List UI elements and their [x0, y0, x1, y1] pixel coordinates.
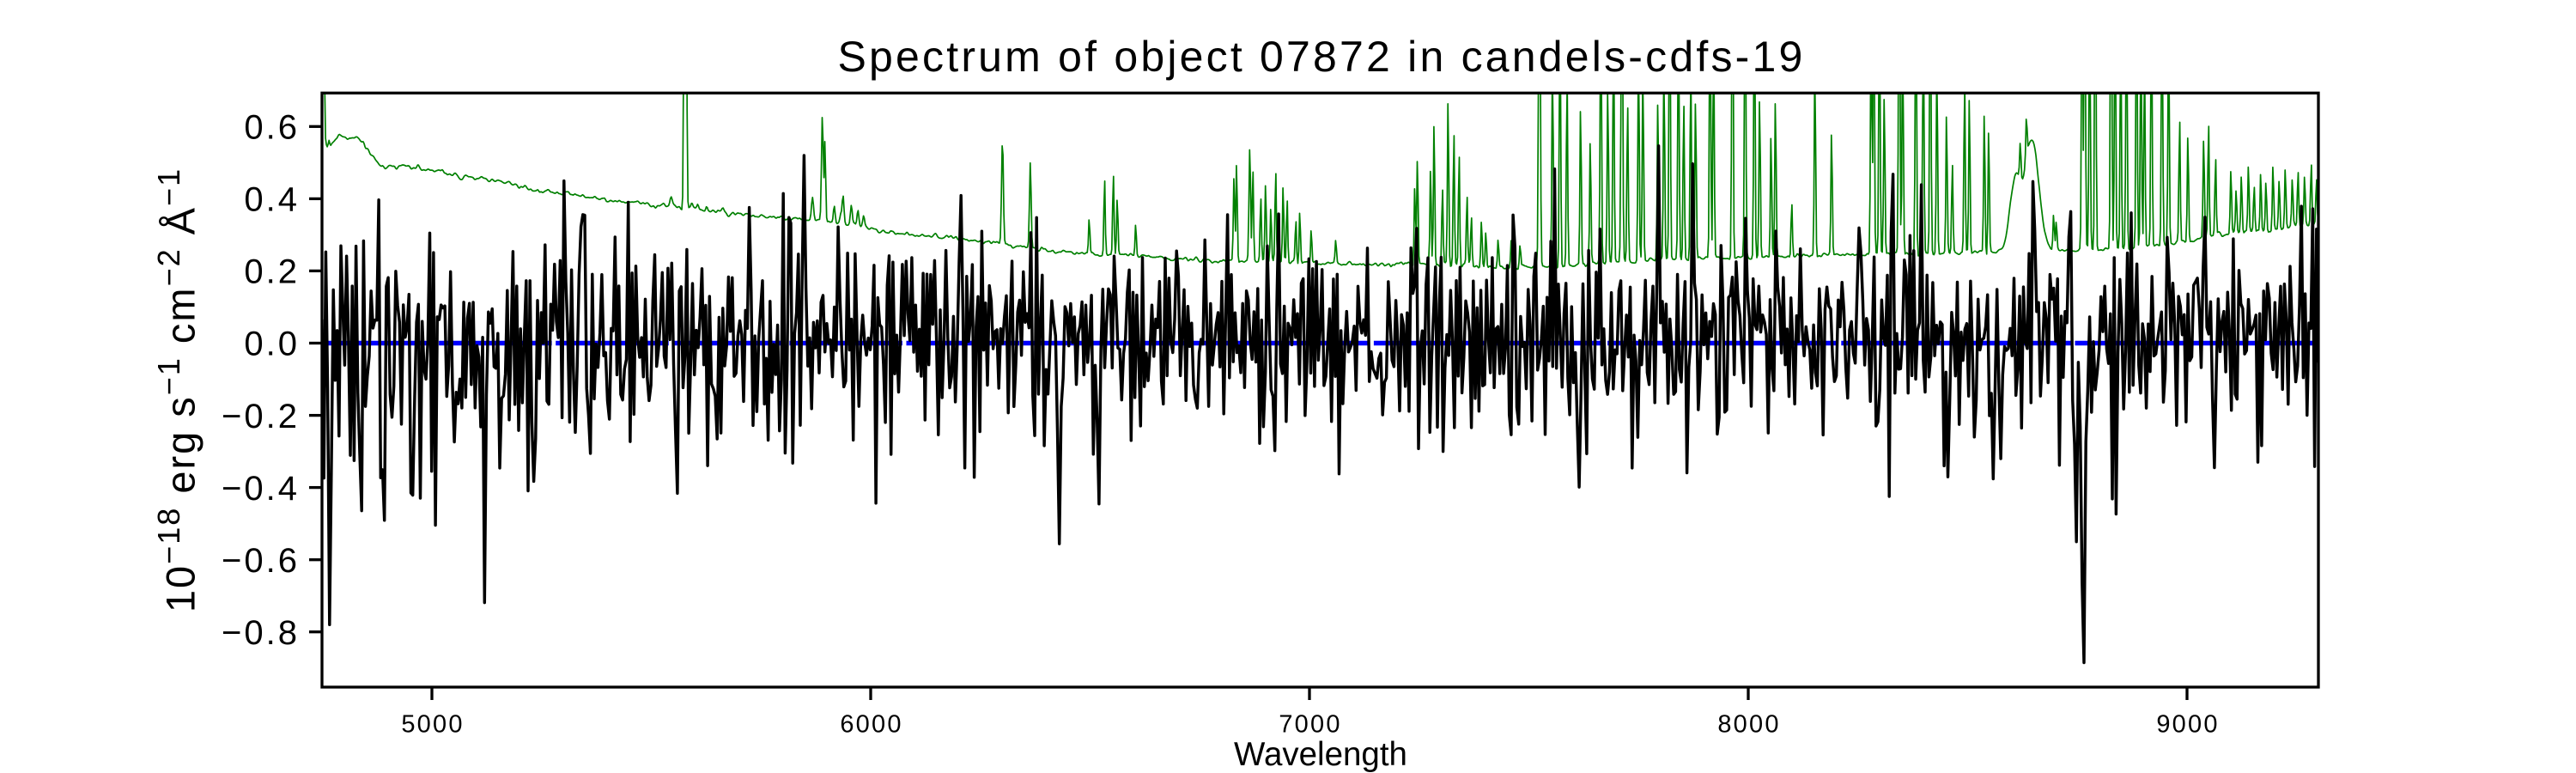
svg-text:−0.6: −0.6 — [222, 542, 300, 580]
svg-text:0.2: 0.2 — [244, 253, 300, 291]
svg-text:−0.8: −0.8 — [222, 614, 300, 652]
svg-text:8000: 8000 — [1717, 711, 1780, 739]
svg-text:5000: 5000 — [401, 711, 464, 739]
svg-text:−0.2: −0.2 — [222, 398, 300, 435]
svg-text:9000: 9000 — [2156, 711, 2219, 739]
svg-text:0.4: 0.4 — [244, 181, 300, 219]
svg-text:Spectrum of object 07872 in ca: Spectrum of object 07872 in candels-cdfs… — [837, 33, 1805, 81]
svg-text:−0.4: −0.4 — [222, 470, 300, 508]
svg-text:Wavelength: Wavelength — [1234, 736, 1407, 773]
svg-text:7000: 7000 — [1279, 711, 1341, 739]
svg-text:0.6: 0.6 — [244, 109, 300, 147]
svg-text:0.0: 0.0 — [244, 326, 300, 363]
svg-text:6000: 6000 — [840, 711, 902, 739]
